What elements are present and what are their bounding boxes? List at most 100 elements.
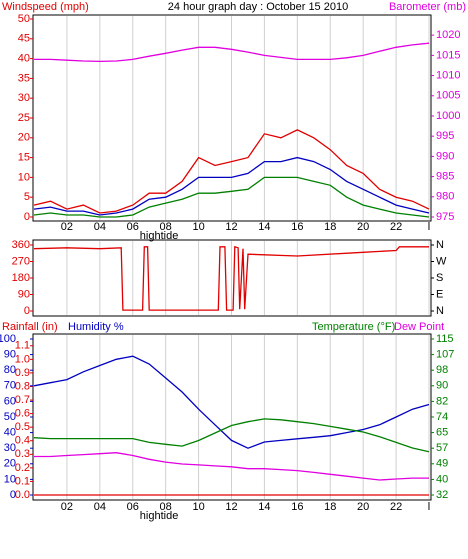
y-tick-label: 90 bbox=[18, 288, 30, 300]
y-tick-label: 5 bbox=[24, 191, 30, 203]
x-tick-label: 02 bbox=[61, 501, 73, 513]
y2-tick-label: 975 bbox=[436, 211, 454, 223]
x-tick-label: 22 bbox=[390, 221, 402, 233]
series-line bbox=[33, 355, 430, 449]
x-tick-label: 02 bbox=[61, 221, 73, 233]
y-tick-label: 0.8 bbox=[15, 380, 30, 392]
y2-tick-label: 1010 bbox=[436, 69, 460, 81]
y2-tick-label: 65 bbox=[436, 427, 448, 439]
y2-tick-label: 82 bbox=[436, 395, 448, 407]
y2-tick-label: 98 bbox=[436, 364, 448, 376]
y2-tick-label: W bbox=[436, 255, 447, 267]
y-tick-label: 15 bbox=[18, 152, 30, 164]
y2-tick-label: S bbox=[436, 272, 443, 284]
x-tick-label: 12 bbox=[225, 221, 237, 233]
x-tick-label: 14 bbox=[258, 221, 270, 233]
y2-tick-label: 90 bbox=[436, 380, 448, 392]
x-tick-label: 04 bbox=[94, 501, 106, 513]
y3-tick-label: 10 bbox=[4, 473, 16, 485]
y2-tick-label: 985 bbox=[436, 170, 454, 182]
y-tick-label: 1.0 bbox=[15, 353, 30, 365]
y2-tick-label: 40 bbox=[436, 473, 448, 485]
y2-tick-label: 1005 bbox=[436, 90, 460, 102]
y2-tick-label: 32 bbox=[436, 489, 448, 501]
legend-entry: Dew Point bbox=[394, 321, 444, 333]
y-tick-label: 45 bbox=[18, 33, 30, 45]
y2-tick-label: 990 bbox=[436, 150, 454, 162]
y-tick-label: 0.9 bbox=[15, 367, 30, 379]
y2-tick-label: 995 bbox=[436, 130, 454, 142]
y3-tick-label: 100 bbox=[0, 333, 16, 345]
annotation: hightide bbox=[140, 230, 179, 242]
y-tick-label: 40 bbox=[18, 53, 30, 65]
y2-tick-label: N bbox=[436, 239, 444, 251]
x-tick-label: 18 bbox=[324, 501, 336, 513]
y2-tick-label: 980 bbox=[436, 191, 454, 203]
y2-tick-label: 115 bbox=[436, 333, 454, 345]
y-tick-label: 360 bbox=[12, 239, 30, 251]
y-tick-label: 35 bbox=[18, 72, 30, 84]
y3-tick-label: 30 bbox=[4, 442, 16, 454]
series-line bbox=[33, 156, 430, 216]
x-tick-label: l bbox=[428, 221, 430, 233]
y-tick-label: 0.2 bbox=[15, 462, 30, 474]
y3-tick-label: 80 bbox=[4, 364, 16, 376]
y-tick-label: 0.0 bbox=[15, 489, 30, 501]
x-tick-label: 14 bbox=[258, 501, 270, 513]
y-tick-label: 0.3 bbox=[15, 448, 30, 460]
y-tick-label: 25 bbox=[18, 112, 30, 124]
x-tick-label: 06 bbox=[127, 501, 139, 513]
y2-tick-label: 1020 bbox=[436, 29, 460, 41]
y3-tick-label: 20 bbox=[4, 458, 16, 470]
y-tick-label: 50 bbox=[18, 13, 30, 25]
x-tick-label: 20 bbox=[357, 221, 369, 233]
y3-tick-label: 60 bbox=[4, 395, 16, 407]
series-line bbox=[33, 176, 430, 218]
y-tick-label: 0.1 bbox=[15, 475, 30, 487]
y-tick-label: 0 bbox=[24, 305, 30, 317]
y-tick-label: 0 bbox=[24, 211, 30, 223]
series-line bbox=[33, 129, 430, 214]
y2-tick-label: 107 bbox=[436, 349, 454, 361]
y-tick-label: 0.6 bbox=[15, 408, 30, 420]
y-axis-label: Windspeed (mph) bbox=[2, 1, 89, 13]
series-line bbox=[33, 245, 429, 311]
y-tick-label: 30 bbox=[18, 92, 30, 104]
x-tick-label: 20 bbox=[357, 501, 369, 513]
y-tick-label: 180 bbox=[12, 272, 30, 284]
x-tick-label: 16 bbox=[291, 221, 303, 233]
legend-entry: Temperature (°F) bbox=[312, 321, 395, 333]
y2-axis-label: Barometer (mb) bbox=[389, 1, 466, 13]
legend-entry: Humidity % bbox=[68, 321, 124, 333]
chart-title: 24 hour graph day : October 15 2010 bbox=[168, 1, 348, 13]
y2-tick-label: N bbox=[436, 305, 444, 317]
y3-tick-label: 40 bbox=[4, 427, 16, 439]
x-tick-label: 04 bbox=[94, 221, 106, 233]
y-tick-label: 0.5 bbox=[15, 421, 30, 433]
x-tick-label: 10 bbox=[192, 501, 204, 513]
series-line bbox=[33, 418, 430, 453]
y3-tick-label: 50 bbox=[4, 411, 16, 423]
series-line bbox=[34, 452, 429, 481]
y3-tick-label: 0 bbox=[10, 489, 16, 501]
y2-tick-label: 1000 bbox=[436, 110, 460, 122]
x-tick-label: 08 bbox=[160, 501, 172, 513]
x-tick-label: 10 bbox=[192, 221, 204, 233]
annotation: hightide bbox=[140, 510, 179, 522]
x-tick-label: 18 bbox=[324, 221, 336, 233]
y3-tick-label: 90 bbox=[4, 349, 16, 361]
y2-tick-label: 49 bbox=[436, 458, 448, 470]
y2-tick-label: 57 bbox=[436, 442, 448, 454]
x-tick-label: 12 bbox=[225, 501, 237, 513]
y2-tick-label: 1015 bbox=[436, 49, 460, 61]
y-tick-label: 270 bbox=[12, 255, 30, 267]
x-tick-label: 08 bbox=[160, 221, 172, 233]
y-tick-label: 20 bbox=[18, 132, 30, 144]
x-tick-label: 06 bbox=[127, 221, 139, 233]
y2-tick-label: 74 bbox=[436, 411, 448, 423]
x-tick-label: 16 bbox=[291, 501, 303, 513]
y3-tick-label: 70 bbox=[4, 380, 16, 392]
x-tick-label: l bbox=[428, 501, 430, 513]
y-tick-label: 0.7 bbox=[15, 394, 30, 406]
